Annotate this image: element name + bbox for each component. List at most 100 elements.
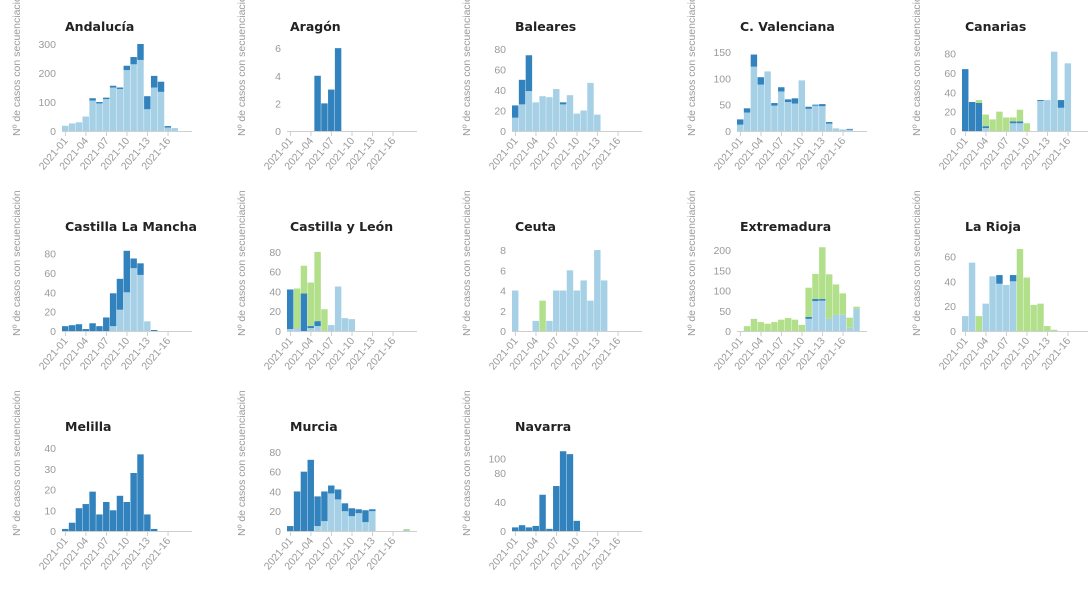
bar-dark xyxy=(348,508,356,517)
small-multiples-grid: Andalucía Nº de casos con secuenciación 0 1… xyxy=(0,0,1088,572)
bar-light xyxy=(832,128,840,131)
bar-light xyxy=(518,104,526,131)
bar-light xyxy=(157,91,165,131)
chart-svg: La Rioja Nº de casos con secuenciación 0 20… xyxy=(911,190,1088,372)
bar-light xyxy=(512,117,519,131)
bar-green xyxy=(819,247,826,300)
y-tick-label: 100 xyxy=(713,73,731,85)
bar-light xyxy=(819,300,826,331)
bar-light xyxy=(743,112,751,131)
y-axis-label: Nº de casos con secuenciación xyxy=(461,390,473,536)
y-tick-label: 40 xyxy=(44,443,56,455)
bar-dark xyxy=(314,321,321,327)
bar-green xyxy=(321,309,328,331)
y-tick-label: 80 xyxy=(494,44,506,56)
bar-light xyxy=(846,327,853,331)
bar-dark xyxy=(130,57,137,65)
bar-dark xyxy=(518,79,526,105)
bar-green xyxy=(764,323,771,331)
bar-light xyxy=(532,102,539,131)
bar-dark xyxy=(1016,121,1024,124)
y-tick-label: 80 xyxy=(44,249,56,261)
chart-title: Canarias xyxy=(965,19,1026,34)
bar-dark xyxy=(334,48,342,132)
bar-light xyxy=(757,84,764,131)
bar-light xyxy=(137,59,144,132)
chart-panel-andalucia: Andalucía Nº de casos con secuenciación 0 1… xyxy=(0,0,225,200)
bar-light xyxy=(116,88,124,131)
bar-light xyxy=(573,290,581,331)
chart-panel-aragon: Aragón Nº de casos con secuenciación 0 2 4 6 2… xyxy=(225,0,450,200)
bar-green xyxy=(996,111,1003,131)
chart-panel-melilla: Melilla Nº de casos con secuenciación 0 10 2… xyxy=(0,390,225,600)
y-tick-label: 20 xyxy=(494,106,506,118)
y-tick-label: 0 xyxy=(725,126,731,138)
bar-light xyxy=(750,66,758,131)
bar-green xyxy=(846,317,853,328)
bar-light xyxy=(737,124,744,131)
y-tick-label: 4 xyxy=(275,71,281,83)
bar-light xyxy=(355,513,362,531)
y-tick-label: 0 xyxy=(50,526,56,538)
bar-light xyxy=(559,290,567,331)
y-tick-label: 20 xyxy=(44,307,56,319)
bar-dark xyxy=(566,454,574,531)
bar-dark xyxy=(791,98,799,104)
y-tick-label: 150 xyxy=(713,47,731,59)
bar-light xyxy=(89,100,96,131)
y-tick-label: 20 xyxy=(944,107,956,119)
bar-green xyxy=(403,529,410,531)
y-tick-label: 40 xyxy=(944,276,956,288)
bar-light xyxy=(1003,285,1010,331)
y-tick-label: 40 xyxy=(44,287,56,299)
bar-light xyxy=(328,325,335,331)
bar-light xyxy=(982,303,989,331)
bar-green xyxy=(982,114,989,127)
bar-light xyxy=(314,526,321,531)
bar-light xyxy=(812,105,819,131)
bar-light xyxy=(328,493,335,531)
y-tick-label: 60 xyxy=(269,467,281,479)
bar-dark xyxy=(314,496,321,527)
bar-green xyxy=(1023,277,1031,331)
bar-light xyxy=(587,300,594,331)
bar-dark xyxy=(130,258,137,269)
bar-light xyxy=(839,314,847,331)
bar-dark xyxy=(307,326,314,329)
bar-dark xyxy=(1057,100,1065,108)
bar-light xyxy=(539,96,546,131)
y-tick-label: 0 xyxy=(275,126,281,138)
bar-dark xyxy=(518,525,526,531)
bar-dark xyxy=(328,89,335,131)
y-tick-label: 6 xyxy=(275,43,281,55)
bar-green xyxy=(743,326,751,331)
bar-green xyxy=(825,274,833,319)
y-tick-label: 40 xyxy=(269,286,281,298)
bar-dark xyxy=(1009,121,1017,124)
bar-green xyxy=(1003,117,1010,131)
bar-dark xyxy=(144,514,151,531)
bar-green xyxy=(307,282,314,327)
bar-dark xyxy=(103,502,110,531)
bar-light xyxy=(839,129,847,131)
y-tick-label: 30 xyxy=(44,464,56,476)
bar-dark xyxy=(1037,100,1044,102)
bar-green xyxy=(539,300,546,331)
bar-dark xyxy=(512,105,519,118)
bar-light xyxy=(594,114,601,131)
y-tick-label: 80 xyxy=(269,247,281,259)
bar-green xyxy=(293,288,301,329)
bar-light xyxy=(566,95,574,131)
bar-light xyxy=(96,103,103,131)
bar-dark xyxy=(103,317,110,331)
bar-light xyxy=(553,89,560,131)
bar-light xyxy=(784,102,792,131)
bar-green xyxy=(1009,117,1017,122)
bar-dark xyxy=(512,527,519,531)
chart-svg: Castilla y León Nº de casos con secuencia… xyxy=(236,190,417,372)
bar-green xyxy=(1037,303,1044,331)
y-tick-label: 50 xyxy=(719,306,731,318)
bar-light xyxy=(144,321,151,331)
bar-dark xyxy=(778,87,785,92)
